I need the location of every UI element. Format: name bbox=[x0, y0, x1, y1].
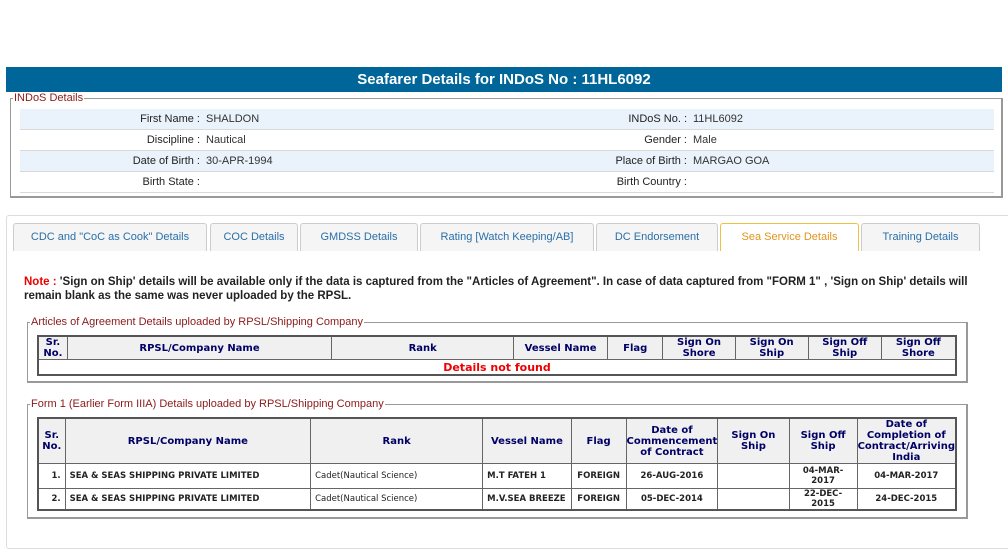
column-header: Sign Off Ship bbox=[788, 417, 858, 464]
table-cell: 04-MAR-2017 bbox=[788, 463, 858, 489]
page-title: Seafarer Details for INDoS No : 11HL6092 bbox=[6, 67, 1002, 92]
table-cell: M.T FATEH 1 bbox=[482, 463, 572, 489]
table-header-row: Sr. No. RPSL/Company Name Rank Vessel Name F… bbox=[37, 335, 957, 360]
field-label: Discipline : bbox=[146, 134, 200, 146]
field-value: Nautical bbox=[206, 134, 246, 146]
note: Note : 'Sign on Ship' details will be av… bbox=[24, 275, 974, 303]
table-cell: 2. bbox=[37, 488, 66, 511]
form1-table: Sr. No. RPSL/Company Name Rank Vessel Name F… bbox=[37, 417, 957, 511]
field-label: First Name : bbox=[140, 113, 200, 125]
table-cell: 26-AUG-2016 bbox=[625, 463, 719, 489]
field-value: Male bbox=[693, 134, 717, 146]
table-cell: 1. bbox=[37, 463, 66, 489]
column-header: Flag bbox=[607, 335, 664, 360]
field-value: 11HL6092 bbox=[693, 113, 743, 125]
field-label: Birth Country : bbox=[616, 176, 687, 188]
table-cell: Cadet(Nautical Science) bbox=[310, 488, 484, 511]
field-label: INDoS No. : bbox=[628, 113, 687, 125]
indos-legend: INDoS Details bbox=[14, 92, 84, 104]
table-cell bbox=[717, 463, 790, 489]
tab-cdc-and-coc-as-cook-details[interactable]: CDC and "CoC as Cook" Details bbox=[13, 223, 207, 251]
table-cell bbox=[717, 488, 790, 511]
field-value: 30-APR-1994 bbox=[206, 155, 273, 167]
table-cell: FOREIGN bbox=[570, 463, 627, 489]
table-cell: Cadet(Nautical Science) bbox=[310, 463, 484, 489]
indos-info: First Name : SHALDON INDoS No. : 11HL6092 Di… bbox=[20, 109, 994, 193]
info-row: Discipline : Nautical Gender : Male bbox=[20, 130, 994, 151]
articles-table: Sr. No. RPSL/Company Name Rank Vessel Name F… bbox=[37, 335, 957, 376]
table-row: 2. SEA & SEAS SHIPPING PRIVATE LIMITED Cad… bbox=[37, 488, 957, 511]
column-header: Flag bbox=[570, 417, 627, 464]
column-header: Vessel Name bbox=[482, 417, 572, 464]
table-cell: FOREIGN bbox=[570, 488, 627, 511]
column-header: Sign On Shore bbox=[662, 335, 736, 360]
column-header: RPSL/Company Name bbox=[66, 335, 333, 360]
table-row: 1. SEA & SEAS SHIPPING PRIVATE LIMITED Cad… bbox=[37, 463, 957, 489]
field-value: MARGAO GOA bbox=[693, 155, 770, 167]
info-row: Birth State : Birth Country : bbox=[20, 172, 994, 193]
column-header: Rank bbox=[331, 335, 515, 360]
column-header: Sign On Ship bbox=[717, 417, 790, 464]
tab-gmdss-details[interactable]: GMDSS Details bbox=[300, 223, 418, 251]
column-header: Sr. No. bbox=[37, 335, 68, 360]
field-label: Gender : bbox=[644, 134, 687, 146]
indos-details-fieldset: INDoS Details bbox=[10, 92, 1003, 198]
info-row: Date of Birth : 30-APR-1994 Place of Birth… bbox=[20, 151, 994, 172]
table-cell: SEA & SEAS SHIPPING PRIVATE LIMITED bbox=[64, 488, 312, 511]
empty-row: Details not found bbox=[37, 359, 957, 376]
tab-sea-service-details[interactable]: Sea Service Details bbox=[720, 223, 859, 251]
column-header: Sign Off Shore bbox=[880, 335, 957, 360]
field-label: Date of Birth : bbox=[132, 155, 200, 167]
articles-fieldset: Articles of Agreement Details uploaded b… bbox=[27, 316, 968, 383]
field-value: SHALDON bbox=[206, 113, 260, 125]
tab-dc-endorsement[interactable]: DC Endorsement bbox=[596, 223, 718, 251]
field-label: Birth State : bbox=[142, 176, 200, 188]
form1-fieldset: Form 1 (Earlier Form IIIA) Details uploa… bbox=[27, 398, 968, 519]
field-label: Place of Birth : bbox=[615, 155, 687, 167]
column-header: Date of Completion of Contract/Arriving … bbox=[856, 417, 957, 464]
note-text: 'Sign on Ship' details will be available… bbox=[24, 276, 968, 302]
table-cell: 22-DEC-2015 bbox=[788, 488, 858, 511]
note-prefix: Note : bbox=[24, 276, 57, 288]
table-cell: 05-DEC-2014 bbox=[625, 488, 719, 511]
column-header: Rank bbox=[310, 417, 484, 464]
tab-panel bbox=[6, 215, 1008, 549]
articles-legend: Articles of Agreement Details uploaded b… bbox=[31, 316, 364, 328]
table-cell: M.V.SEA BREEZE bbox=[482, 488, 572, 511]
info-row: First Name : SHALDON INDoS No. : 11HL6092 bbox=[20, 109, 994, 130]
column-header: Date of Commencement of Contract bbox=[625, 417, 719, 464]
details-not-found: Details not found bbox=[37, 359, 957, 376]
column-header: Vessel Name bbox=[513, 335, 609, 360]
form1-legend: Form 1 (Earlier Form IIIA) Details uploa… bbox=[31, 398, 384, 410]
column-header: Sign Off Ship bbox=[807, 335, 882, 360]
column-header: Sr. No. bbox=[37, 417, 66, 464]
table-header-row: Sr. No. RPSL/Company Name Rank Vessel Name F… bbox=[37, 417, 957, 464]
column-header: RPSL/Company Name bbox=[64, 417, 312, 464]
table-cell: 24-DEC-2015 bbox=[856, 488, 957, 511]
tab-rating-watch-keeping-ab[interactable]: Rating [Watch Keeping/AB] bbox=[420, 223, 594, 251]
tab-training-details[interactable]: Training Details bbox=[861, 223, 980, 251]
table-cell: 04-MAR-2017 bbox=[856, 463, 957, 489]
tab-coc-details[interactable]: COC Details bbox=[210, 223, 298, 251]
table-cell: SEA & SEAS SHIPPING PRIVATE LIMITED bbox=[64, 463, 312, 489]
column-header: Sign On Ship bbox=[734, 335, 809, 360]
